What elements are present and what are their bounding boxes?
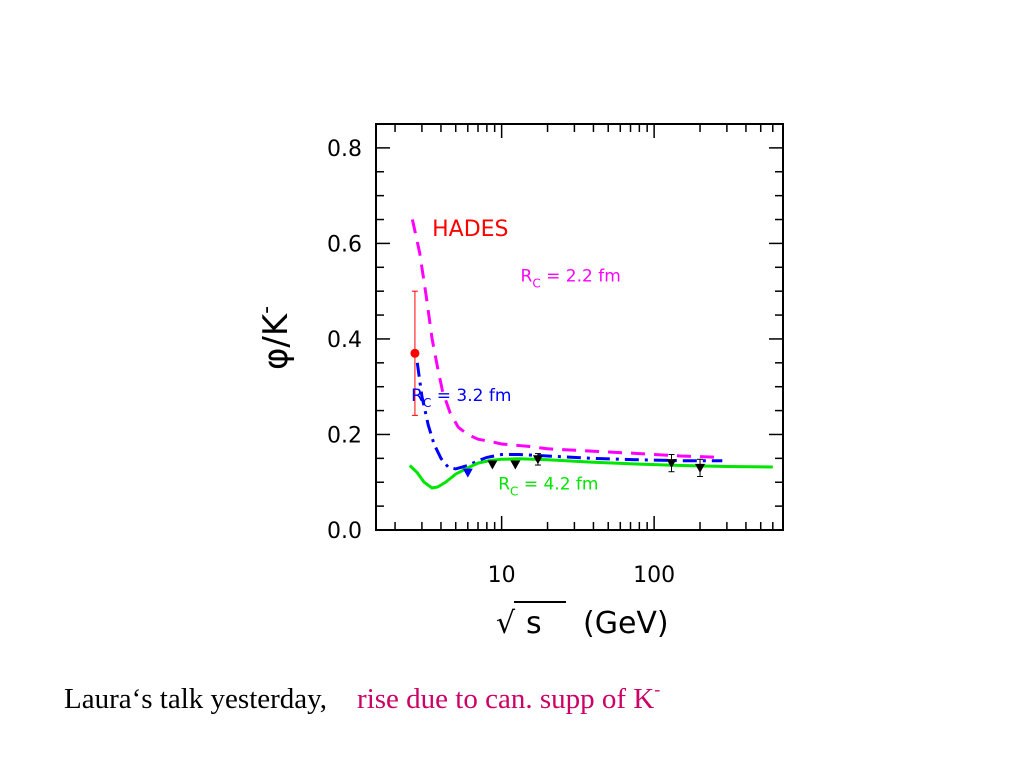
plot-frame: [375, 123, 784, 531]
x-axis-label: √ s (GeV): [496, 601, 669, 641]
y-tick-label: 0.2: [327, 423, 362, 448]
annotation-2: RC = 2.2 fm: [521, 267, 621, 291]
y-tick-label: 0.4: [327, 328, 362, 353]
annotation-text: R: [498, 474, 510, 494]
axis-ticks: [376, 124, 784, 531]
y-axis-label-main: φ/K: [256, 312, 296, 370]
series-layer: [408, 219, 773, 490]
x-tick-label: 100: [633, 563, 675, 588]
annotation-text: R: [521, 267, 533, 287]
caption-part2: rise due to can. supp of K-: [357, 679, 660, 715]
data-point-2: [462, 468, 473, 478]
data-point-3: [487, 460, 498, 470]
annotation-sub: C: [510, 484, 518, 498]
y-tick-label: 0.6: [327, 232, 362, 257]
caption-part2-sup: -: [654, 679, 661, 699]
y-tick-label: 0.0: [327, 519, 362, 544]
x-tick-label: 10: [488, 563, 516, 588]
annotation-rest: = 2.2 fm: [541, 267, 621, 287]
annotation-text: R: [411, 386, 423, 406]
annotation-sub: C: [423, 396, 431, 410]
data-point-1: [410, 348, 420, 358]
series-line-3: [408, 457, 773, 490]
caption-part1: Laura‘s talk yesterday,: [64, 683, 328, 715]
data-point-7: [695, 463, 706, 473]
y-axis-label: φ/K-: [254, 306, 296, 370]
y-tick-label: 0.8: [327, 137, 362, 162]
x-axis-label-var: s: [526, 606, 542, 641]
annotation-sub: C: [532, 277, 540, 291]
annotation-rest: = 3.2 fm: [431, 386, 511, 406]
annotation-text: HADES: [432, 217, 508, 242]
series-line-2: [415, 362, 723, 471]
caption-part2-text: rise due to can. supp of K: [357, 683, 655, 715]
data-point-4: [510, 460, 521, 470]
y-axis-label-sup: -: [254, 306, 279, 314]
annotation-rest: = 4.2 fm: [518, 474, 598, 494]
data-points: [410, 290, 706, 478]
x-axis-label-sqrt: √: [496, 606, 516, 641]
annotation-4: RC = 4.2 fm: [498, 474, 598, 498]
x-tick-labels: 10 100: [488, 563, 675, 588]
caption: Laura‘s talk yesterday, rise due to can. …: [64, 679, 660, 716]
series-line-1: [410, 219, 723, 459]
annotation-3: RC = 3.2 fm: [411, 386, 511, 410]
x-axis-label-unit: (GeV): [583, 606, 669, 641]
data-point-6: [666, 459, 677, 469]
annotation-1: HADES: [432, 217, 508, 242]
data-point-5: [532, 455, 543, 465]
y-tick-labels: 0.0 0.2 0.4 0.6 0.8: [327, 137, 362, 544]
